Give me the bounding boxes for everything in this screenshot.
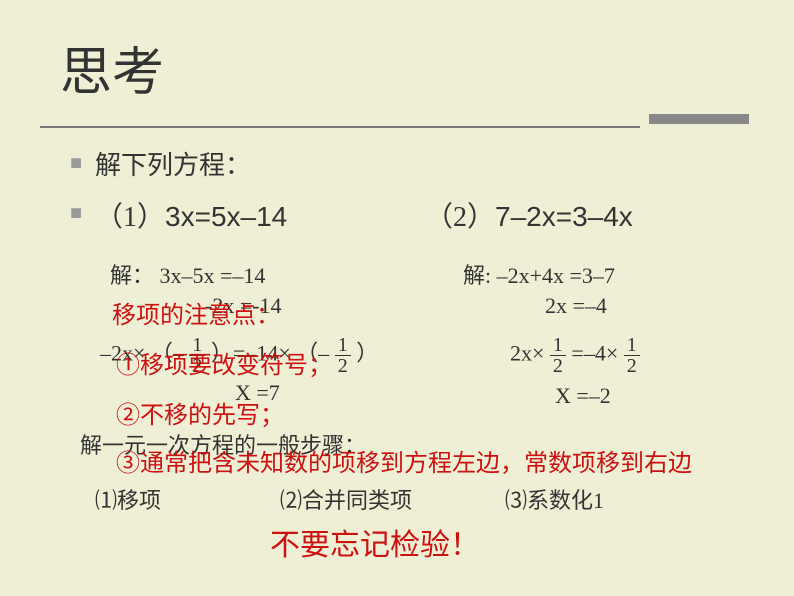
slide: 思考 ■ 解下列方程： ■ （1）3x=5x–14 （2）7–2x=3–4x 解…	[0, 0, 794, 596]
problem1-eq: 3x=5x–14	[165, 201, 287, 232]
prompt-text: 解下列方程：	[95, 145, 251, 182]
red-note-1: ①移项要改变符号；	[116, 345, 332, 380]
problem1-label: （1）	[95, 202, 165, 233]
sol2-step1: 解: –2x+4x =3–7	[463, 258, 615, 290]
sol1-step1: 解： 3x–5x =–14	[110, 258, 265, 290]
red-note-2: ②不移的先写；	[116, 395, 284, 430]
slide-title: 思考	[60, 30, 164, 105]
bullet-icon: ■	[70, 152, 82, 175]
steps-2: ⑵合并同类项	[280, 483, 412, 515]
sol2-step3: 2x× 12 =–4× 12	[510, 335, 640, 376]
problem2-eq: 7–2x=3–4x	[495, 201, 633, 232]
sol2-step2: 2x =–4	[545, 293, 607, 319]
red-note-title: 移项的注意点：	[112, 295, 280, 330]
sol2-step4: X =–2	[555, 383, 611, 409]
steps-1: ⑴移项	[95, 483, 161, 515]
sol2-step3b: =–4×	[571, 341, 618, 366]
problem2-label: （2）	[425, 202, 495, 233]
sol2-step3a: 2x×	[510, 341, 544, 366]
line-main	[40, 126, 640, 128]
fraction: 12	[550, 335, 566, 376]
fraction: 12	[624, 335, 640, 376]
line-accent	[649, 114, 749, 124]
red-note-3: ③通常把含未知数的项移到方程左边，常数项移到右边	[116, 443, 692, 478]
title-underline	[40, 115, 754, 117]
steps-3: ⑶系数化1	[505, 483, 604, 515]
bullet-icon: ■	[70, 202, 82, 225]
final-warning: 不要忘记检验！	[270, 520, 480, 564]
sol1-step2c: ）	[356, 341, 378, 366]
title-area: 思考	[60, 30, 164, 105]
problem-2: （2）7–2x=3–4x	[425, 195, 633, 235]
problem-1: （1）3x=5x–14	[95, 195, 287, 235]
fraction: 12	[335, 335, 351, 376]
